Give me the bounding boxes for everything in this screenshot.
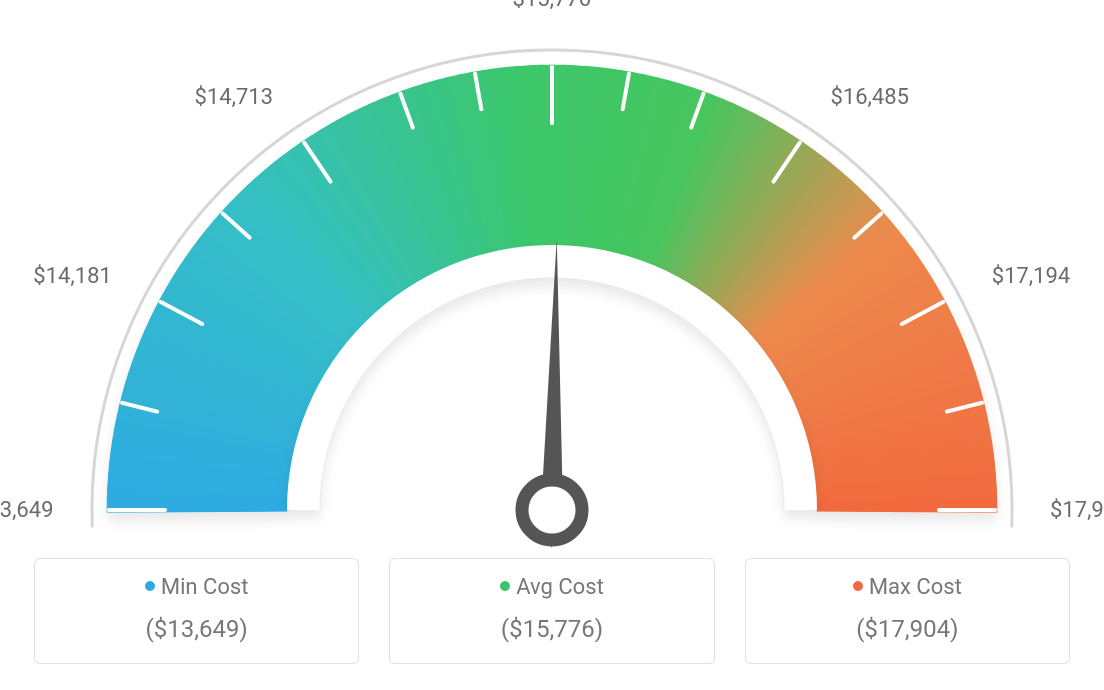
legend-box-min: Min Cost ($13,649) — [34, 558, 359, 664]
legend-title-avg: Avg Cost — [400, 577, 703, 599]
legend-label-avg: Avg Cost — [516, 575, 604, 600]
gauge-tick-label: $14,181 — [33, 264, 112, 289]
gauge-tick-label: $15,776 — [513, 0, 592, 12]
gauge-tick-label: $13,649 — [0, 498, 54, 523]
gauge-area: $13,649 $14,181 $14,713 $15,776 $16,485 $17,1… — [0, 0, 1104, 560]
legend-box-avg: Avg Cost ($15,776) — [389, 558, 714, 664]
legend-value-avg: ($15,776) — [400, 615, 703, 643]
legend-label-min: Min Cost — [161, 575, 249, 600]
gauge-svg — [0, 0, 1104, 570]
legend-box-max: Max Cost ($17,904) — [745, 558, 1070, 664]
gauge-tick-label: $17,194 — [992, 264, 1071, 289]
legend-dot-avg — [500, 581, 510, 591]
gauge-tick-label: $16,485 — [830, 85, 909, 110]
gauge-tick-label: $14,713 — [195, 85, 274, 110]
legend-value-min: ($13,649) — [45, 615, 348, 643]
legend-dot-max — [853, 581, 863, 591]
gauge-chart-container: $13,649 $14,181 $14,713 $15,776 $16,485 $17,1… — [0, 0, 1104, 690]
legend-row: Min Cost ($13,649) Avg Cost ($15,776) Ma… — [34, 558, 1070, 664]
legend-label-max: Max Cost — [869, 575, 962, 600]
gauge-tick-label: $17,904 — [1050, 498, 1104, 523]
legend-dot-min — [145, 581, 155, 591]
legend-title-max: Max Cost — [756, 577, 1059, 599]
legend-value-max: ($17,904) — [756, 615, 1059, 643]
legend-title-min: Min Cost — [45, 577, 348, 599]
